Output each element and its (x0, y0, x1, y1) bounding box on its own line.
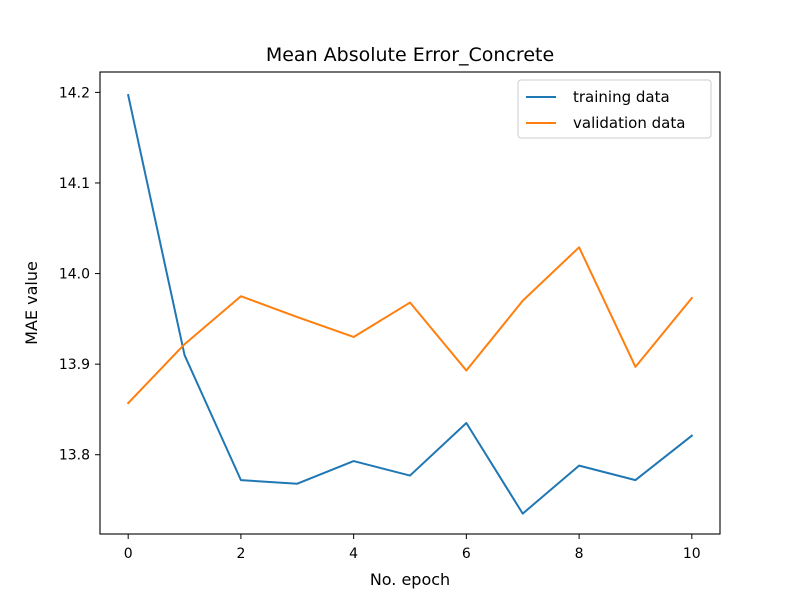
y-axis: 13.8 13.9 14.0 14.1 14.2 (59, 85, 100, 464)
data-point-validation-data (127, 402, 129, 404)
data-point-validation-data (296, 316, 298, 318)
data-point-training-data (127, 94, 129, 96)
x-axis: 0 2 4 6 8 10 (124, 534, 701, 562)
data-point-validation-data (691, 297, 693, 299)
x-axis-label: No. epoch (370, 570, 450, 589)
data-point-validation-data (353, 336, 355, 338)
data-point-training-data (353, 460, 355, 462)
x-tick-label: 4 (349, 546, 358, 562)
legend-label-training-data: training data (573, 88, 670, 106)
data-point-validation-data (240, 295, 242, 297)
data-point-training-data (465, 422, 467, 424)
data-point-training-data (296, 483, 298, 485)
data-point-training-data (409, 474, 411, 477)
data-point-validation-data (522, 300, 524, 302)
y-tick-label: 14.0 (59, 267, 90, 283)
data-point-training-data (634, 479, 637, 481)
legend: training data validation data (517, 79, 712, 139)
data-point-training-data (522, 513, 524, 515)
x-tick-label: 8 (575, 546, 584, 562)
y-tick-label: 14.1 (59, 176, 90, 192)
data-point-training-data (240, 479, 242, 481)
x-tick-label: 2 (236, 546, 245, 562)
data-point-training-data (578, 465, 580, 467)
x-tick-label: 6 (462, 546, 471, 562)
y-tick-label: 13.8 (59, 448, 90, 464)
legend-label-validation-data: validation data (573, 114, 685, 132)
data-point-validation-data (409, 301, 411, 304)
y-tick-label: 13.9 (59, 357, 90, 373)
data-point-training-data (691, 435, 693, 437)
y-axis-label: MAE value (22, 261, 41, 345)
legend-box (517, 79, 712, 139)
series-layer (126, 93, 694, 515)
x-tick-label: 0 (124, 546, 133, 562)
data-point-validation-data (465, 369, 467, 372)
data-point-training-data (183, 354, 186, 356)
x-tick-label: 10 (683, 546, 701, 562)
data-point-validation-data (183, 343, 186, 345)
y-tick-label: 14.2 (59, 85, 90, 101)
data-point-validation-data (634, 366, 637, 368)
chart-title: Mean Absolute Error_Concrete (266, 44, 554, 66)
data-point-validation-data (578, 246, 580, 248)
plot-frame (99, 71, 721, 535)
